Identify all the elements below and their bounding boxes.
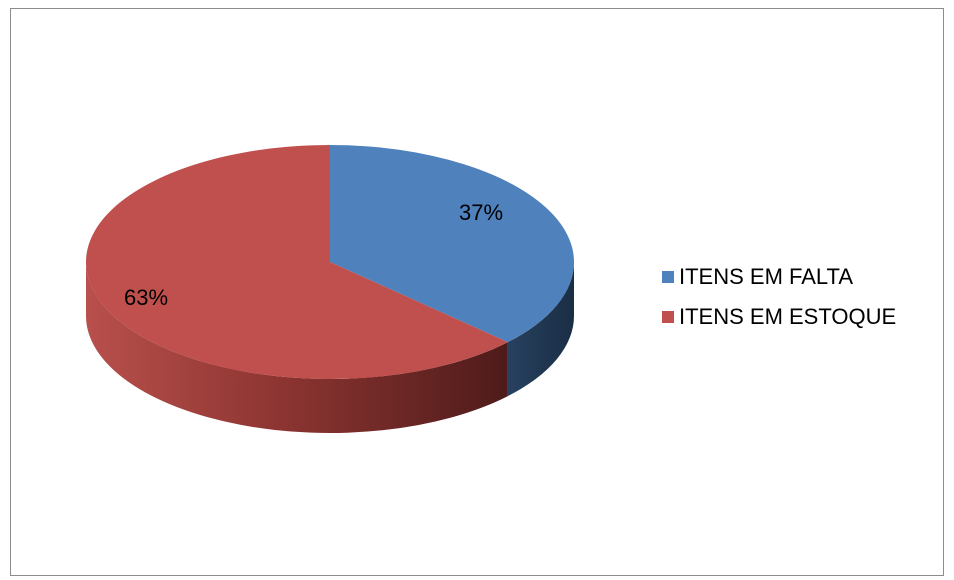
slice-side-itens-em-falta <box>507 262 574 397</box>
slice-itens-em-falta <box>330 145 574 343</box>
legend-item-itens-em-falta: ITENS EM FALTA <box>662 257 896 297</box>
legend-swatch-itens-em-estoque <box>662 311 674 323</box>
data-label-itens-em-falta: 37% <box>459 200 503 225</box>
legend-swatch-itens-em-falta <box>662 271 674 283</box>
slice-side-itens-em-estoque <box>85 262 508 433</box>
slice-itens-em-estoque <box>86 145 508 379</box>
data-label-itens-em-estoque: 63% <box>124 285 168 310</box>
legend-label-itens-em-estoque: ITENS EM ESTOQUE <box>679 304 897 329</box>
legend-item-itens-em-estoque: ITENS EM ESTOQUE <box>662 297 896 337</box>
legend-label-itens-em-falta: ITENS EM FALTA <box>679 264 853 289</box>
legend: ITENS EM FALTA ITENS EM ESTOQUE <box>662 257 896 337</box>
